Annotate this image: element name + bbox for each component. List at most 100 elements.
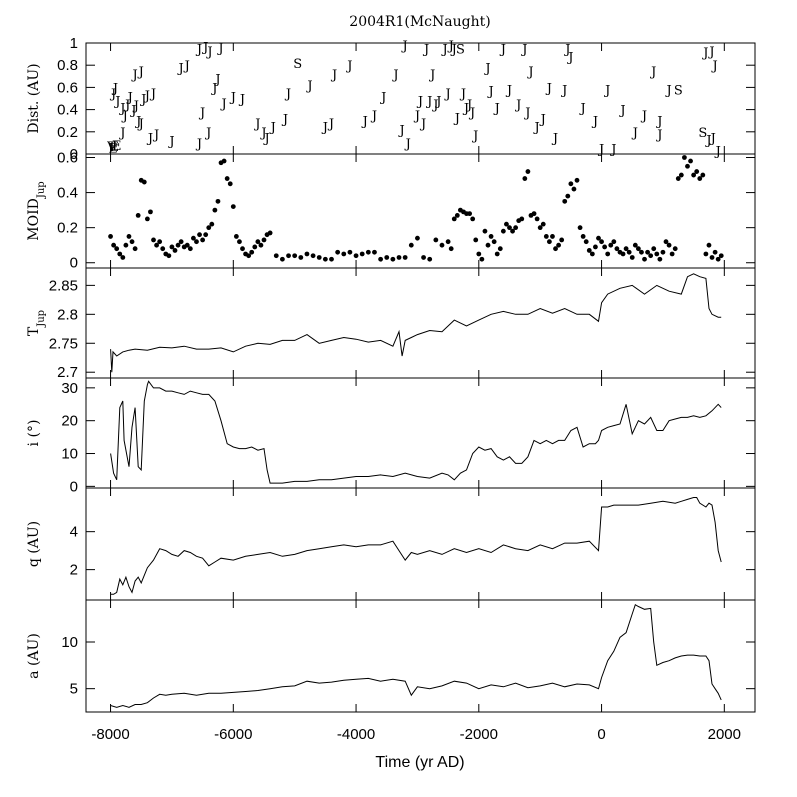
encounter-marker-dist: J xyxy=(146,131,153,146)
encounter-marker-dist: J xyxy=(434,95,441,110)
data-point-moid xyxy=(187,246,193,252)
encounter-marker-dist: J xyxy=(330,68,337,83)
data-point-moid xyxy=(688,158,693,164)
encounter-marker-dist: J xyxy=(401,39,408,54)
data-point-moid xyxy=(157,239,163,245)
data-point-moid xyxy=(663,239,669,245)
data-point-moid xyxy=(473,237,479,243)
data-point-moid xyxy=(660,249,666,255)
y-tick-label-incl: 0 xyxy=(70,478,78,495)
encounter-marker-dist: E xyxy=(108,141,118,156)
data-point-moid xyxy=(706,242,712,248)
encounter-marker-dist: J xyxy=(523,106,530,121)
encounter-marker-dist: J xyxy=(444,87,451,102)
data-point-moid xyxy=(249,249,255,255)
data-point-moid xyxy=(485,242,491,248)
encounter-marker-dist: J xyxy=(493,101,500,116)
encounter-marker-dist: J xyxy=(253,117,260,132)
encounter-marker-dist: J xyxy=(597,142,604,157)
data-point-moid xyxy=(513,225,519,231)
data-point-moid xyxy=(258,242,264,248)
data-point-moid xyxy=(166,253,172,259)
x-tick-label: -4000 xyxy=(337,726,375,743)
encounter-marker-dist: J xyxy=(649,65,656,80)
x-axis-label: Time (yr AD) xyxy=(375,754,464,771)
encounter-marker-dist: J xyxy=(321,120,328,135)
data-point-moid xyxy=(353,253,359,259)
encounter-marker-dist: J xyxy=(465,98,472,113)
data-point-moid xyxy=(255,239,261,245)
data-point-moid xyxy=(623,246,629,252)
encounter-marker-dist: J xyxy=(134,115,141,130)
data-point-moid xyxy=(553,246,558,252)
encounter-marker-dist: J xyxy=(560,84,567,99)
data-point-moid xyxy=(144,216,150,222)
data-point-moid xyxy=(611,239,617,245)
data-point-moid xyxy=(298,255,304,260)
data-point-moid xyxy=(445,239,451,245)
encounter-marker-dist: J xyxy=(370,109,377,124)
data-point-moid xyxy=(427,256,433,262)
encounter-marker-dist: J xyxy=(183,59,190,74)
encounter-marker-dist: J xyxy=(305,79,312,94)
series-line-tjup xyxy=(110,273,722,373)
encounter-marker-dist: J xyxy=(551,131,558,146)
data-point-moid xyxy=(605,251,611,257)
data-point-moid xyxy=(540,221,546,227)
encounter-marker-dist: J xyxy=(526,65,533,80)
data-point-moid xyxy=(703,251,709,257)
encounter-marker-dist: J xyxy=(238,93,245,108)
y-tick-label-incl: 20 xyxy=(61,413,78,430)
data-point-moid xyxy=(645,249,650,255)
data-point-moid xyxy=(233,234,239,239)
data-point-moid xyxy=(599,239,604,245)
data-point-moid xyxy=(261,237,267,243)
x-tick-label: 0 xyxy=(597,726,605,743)
data-point-moid xyxy=(141,179,147,185)
encounter-marker-dist: J xyxy=(640,109,647,124)
encounter-marker-dist: J xyxy=(167,135,174,150)
data-point-moid xyxy=(500,228,506,234)
data-point-moid xyxy=(675,176,681,181)
encounter-marker-dist: J xyxy=(505,84,512,99)
data-point-moid xyxy=(602,244,608,250)
data-point-moid xyxy=(421,255,426,260)
y-tick-label-dist: 0.4 xyxy=(57,102,78,119)
data-point-moid xyxy=(402,255,408,260)
encounter-marker-dist: J xyxy=(459,87,466,102)
encounter-marker-dist: J xyxy=(591,115,598,130)
encounter-marker-dist: J xyxy=(428,68,435,83)
encounter-marker-dist: J xyxy=(216,41,223,56)
data-point-moid xyxy=(310,253,316,259)
encounter-marker-dist: J xyxy=(379,90,386,105)
data-point-moid xyxy=(126,234,132,239)
data-point-moid xyxy=(519,216,525,222)
data-point-moid xyxy=(197,232,202,238)
encounter-marker-dist: J xyxy=(618,104,625,119)
panel-a: 5 10 a (AU) xyxy=(26,599,756,713)
encounter-marker-dist: J xyxy=(499,43,506,58)
y-tick-label-incl: 10 xyxy=(61,446,78,463)
encounter-marker-dist: J xyxy=(281,112,288,127)
series-line-incl xyxy=(110,380,722,484)
encounter-marker-dist: J xyxy=(664,84,671,99)
encounter-marker-dist: J xyxy=(262,131,269,146)
encounter-marker-dist: J xyxy=(704,134,711,149)
encounter-marker-dist: J xyxy=(152,128,159,143)
encounter-marker-dist: J xyxy=(284,87,291,102)
data-point-moid xyxy=(574,177,580,183)
series-line-q xyxy=(110,497,722,595)
encounter-marker-dist: J xyxy=(109,87,116,102)
data-point-moid xyxy=(237,239,242,245)
encounter-marker-dist: J xyxy=(707,45,714,60)
data-point-moid xyxy=(316,255,322,260)
panel-frame-q xyxy=(85,487,756,601)
encounter-marker-dist: J xyxy=(440,43,447,58)
encounter-marker-dist: J xyxy=(195,137,202,152)
data-point-moid xyxy=(191,235,196,241)
data-point-moid xyxy=(537,225,543,231)
encounter-marker-dist: J xyxy=(149,87,156,102)
y-tick-label-tjup: 2.8 xyxy=(57,306,78,323)
data-point-moid xyxy=(384,255,390,260)
